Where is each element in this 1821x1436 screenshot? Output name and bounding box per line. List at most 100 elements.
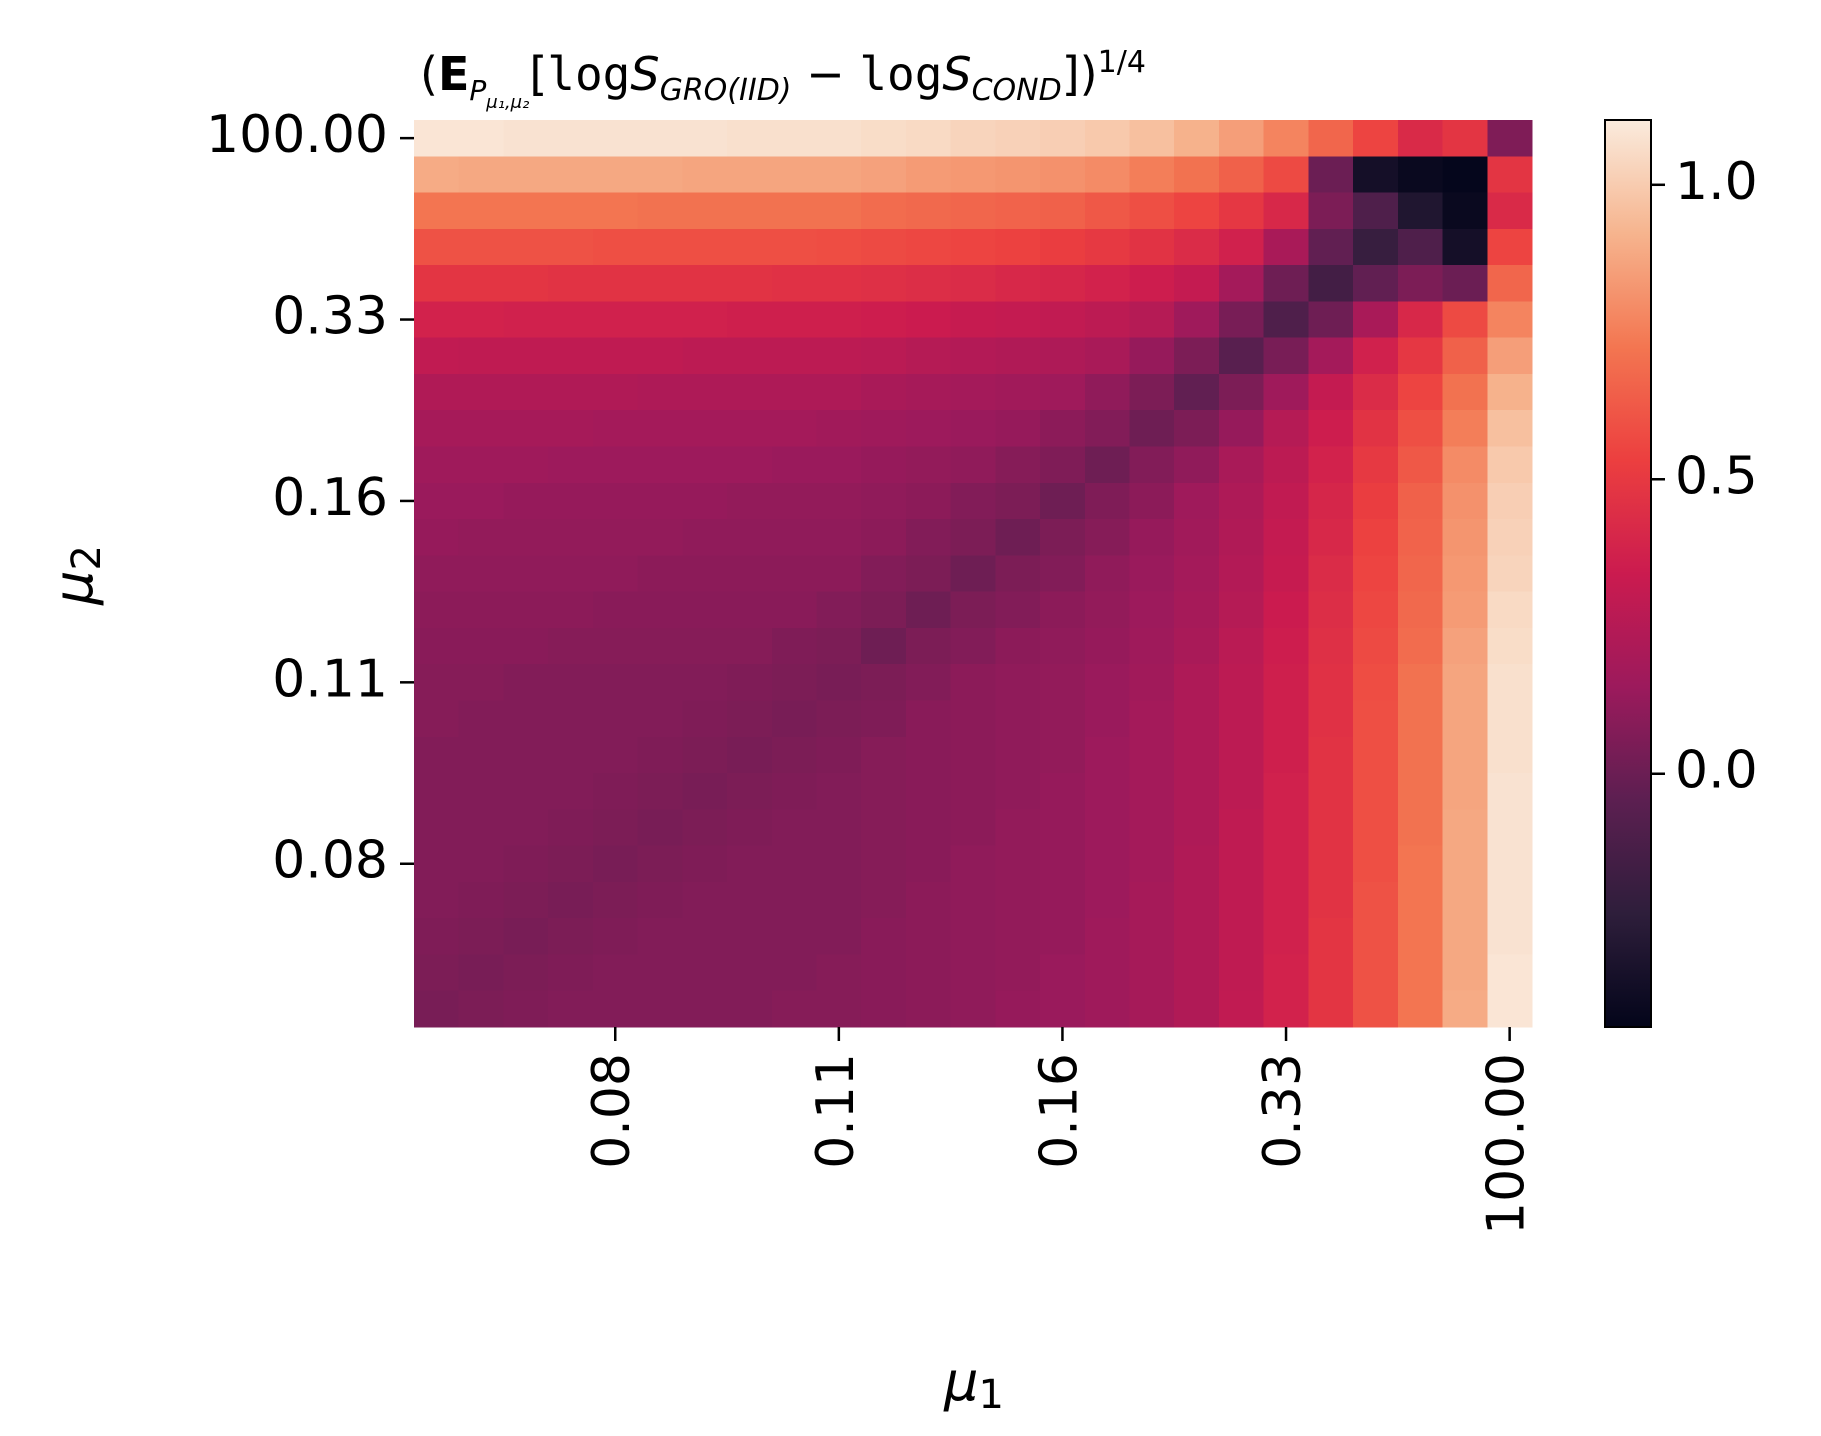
- heatmap-cell: [458, 918, 505, 956]
- heatmap-cell: [1442, 482, 1488, 520]
- heatmap-cell: [727, 773, 773, 810]
- heatmap-cell: [548, 410, 594, 448]
- heatmap-cell: [995, 954, 1041, 992]
- heatmap-cell: [1353, 845, 1399, 883]
- heatmap-cell: [1487, 192, 1533, 230]
- title-part: [: [529, 47, 547, 101]
- heatmap-cell: [458, 700, 505, 738]
- heatmap-cell: [1397, 120, 1444, 157]
- heatmap-cell: [816, 192, 862, 230]
- x-tick-label: 0.16: [1029, 1053, 1089, 1169]
- heatmap-cell: [1084, 265, 1131, 302]
- heatmap-cell: [1397, 591, 1444, 629]
- heatmap-cell: [637, 555, 683, 593]
- heatmap-cell: [861, 881, 907, 919]
- heatmap-cell: [1308, 228, 1354, 266]
- heatmap-cell: [1084, 337, 1131, 375]
- heatmap-cell: [995, 120, 1041, 157]
- heatmap-cell: [727, 591, 773, 629]
- heatmap-cell: [861, 265, 907, 302]
- heatmap-cell: [503, 664, 549, 702]
- heatmap-cell: [1129, 664, 1175, 702]
- heatmap-cell: [458, 555, 505, 593]
- heatmap-cell: [861, 337, 907, 375]
- heatmap-cell: [503, 265, 549, 302]
- heatmap-cell: [1487, 664, 1533, 702]
- heatmap-cell: [861, 627, 907, 665]
- heatmap-cell: [458, 228, 505, 266]
- heatmap-cell: [1397, 301, 1444, 339]
- heatmap-cell: [1397, 627, 1444, 665]
- heatmap-cell: [861, 555, 907, 593]
- heatmap-cell: [1129, 373, 1175, 411]
- heatmap-cell: [1353, 337, 1399, 375]
- heatmap-cell: [1084, 845, 1131, 883]
- heatmap-cell: [1084, 482, 1131, 520]
- heatmap-cell: [414, 700, 460, 738]
- heatmap-cell: [1040, 482, 1086, 520]
- heatmap-cell: [1308, 410, 1354, 448]
- heatmap-cell: [1174, 446, 1220, 484]
- heatmap-cell: [1397, 156, 1444, 194]
- heatmap-cell: [1218, 410, 1265, 448]
- heatmap-cell: [1353, 156, 1399, 194]
- heatmap-cell: [1218, 192, 1265, 230]
- heatmap-cell: [950, 156, 996, 194]
- heatmap-cell: [1487, 954, 1533, 992]
- heatmap-cell: [1308, 954, 1354, 992]
- heatmap-cell: [1263, 591, 1309, 629]
- x-tick-label: 100.00: [1477, 1053, 1537, 1235]
- heatmap-cell: [1218, 773, 1265, 810]
- heatmap-cell: [950, 120, 996, 157]
- title-part: E: [438, 47, 469, 101]
- heatmap-cell: [1397, 373, 1444, 411]
- heatmap-cell: [1218, 664, 1265, 702]
- heatmap-cell: [1263, 265, 1309, 302]
- heatmap-cell: [771, 845, 818, 883]
- y-tick-label: 0.33: [272, 287, 388, 347]
- heatmap-cell: [1308, 156, 1354, 194]
- heatmap-cell: [682, 990, 728, 1028]
- heatmap-cell: [1442, 664, 1488, 702]
- heatmap-cell: [1174, 410, 1220, 448]
- heatmap-cell: [816, 555, 862, 593]
- heatmap-cell: [414, 664, 460, 702]
- heatmap-cell: [1308, 446, 1354, 484]
- heatmap-cell: [727, 700, 773, 738]
- heatmap-cell: [682, 773, 728, 810]
- heatmap-cell: [592, 627, 639, 665]
- heatmap-cell: [905, 410, 952, 448]
- heatmap-cell: [458, 845, 505, 883]
- heatmap-cell: [682, 120, 728, 157]
- heatmap-cell: [771, 555, 818, 593]
- heatmap-cell: [905, 192, 952, 230]
- heatmap-cell: [1442, 591, 1488, 629]
- heatmap-cell: [861, 120, 907, 157]
- heatmap-cell: [1263, 954, 1309, 992]
- x-tick-label: 0.11: [806, 1053, 866, 1169]
- heatmap-cell: [592, 700, 639, 738]
- heatmap-cell: [458, 736, 505, 774]
- heatmap-cell: [995, 918, 1041, 956]
- heatmap-cell: [1174, 954, 1220, 992]
- heatmap-cell: [727, 736, 773, 774]
- heatmap-cell: [458, 373, 505, 411]
- heatmap-cell: [816, 809, 862, 847]
- x-axis-label: μ1: [943, 1350, 1004, 1418]
- heatmap-cell: [1040, 519, 1086, 556]
- heatmap-cell: [1263, 192, 1309, 230]
- heatmap-cell: [503, 120, 549, 157]
- heatmap-cell: [458, 156, 505, 194]
- heatmap-cell: [414, 954, 460, 992]
- heatmap-cell: [1263, 773, 1309, 810]
- heatmap-cell: [682, 337, 728, 375]
- heatmap-cell: [1084, 664, 1131, 702]
- heatmap-cell: [637, 736, 683, 774]
- heatmap-cell: [458, 265, 505, 302]
- heatmap-cell: [1308, 120, 1354, 157]
- heatmap-cell: [682, 591, 728, 629]
- heatmap-cell: [1218, 228, 1265, 266]
- heatmap-cell: [1040, 192, 1086, 230]
- heatmap-cell: [548, 736, 594, 774]
- heatmap-cell: [727, 627, 773, 665]
